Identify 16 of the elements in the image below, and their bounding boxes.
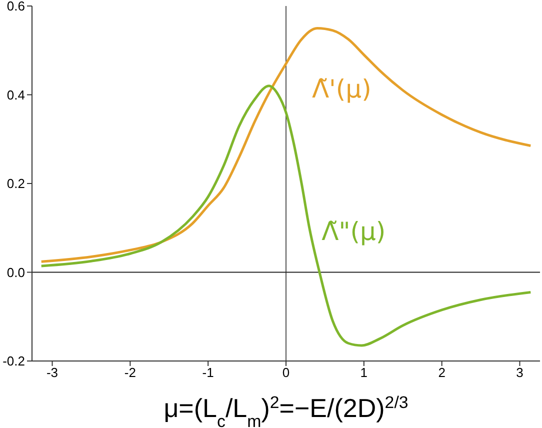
x-axis-title: μ=(L$_{c}$/L$_{m}$)$^{2}$=−E/(2D)$^{2/3}$: [164, 392, 408, 428]
x-tick-label: -1: [202, 365, 214, 380]
y-tick-label: -0.2: [2, 354, 25, 369]
series-label: Λ̃'(μ): [312, 74, 372, 104]
series-label: Λ̃"(μ): [322, 217, 386, 246]
x-tick-label: 0: [282, 365, 290, 380]
x-tick-label: 1: [360, 365, 368, 380]
x-tick-label: -3: [46, 365, 58, 380]
x-tick-label: -2: [124, 365, 136, 380]
x-tick-label: 2: [438, 365, 446, 380]
y-tick-label: 0.2: [6, 176, 25, 192]
x-tick-label: 3: [516, 365, 524, 380]
y-tick-label: 0.6: [6, 0, 25, 14]
line-series: [40, 26, 532, 263]
y-tick-label: 0.0: [6, 264, 25, 280]
y-tick-label: 0.4: [6, 87, 25, 102]
